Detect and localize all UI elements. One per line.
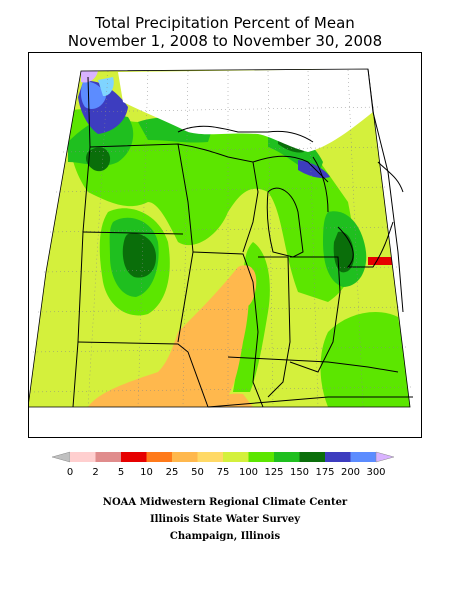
- legend-tick-label: 300: [366, 467, 385, 478]
- south-dakota-boundary: [82, 231, 184, 235]
- map-domain-outline: [28, 68, 411, 408]
- lake-erie-ontario-shore: [337, 221, 394, 268]
- tennessee-boundary: [207, 396, 413, 408]
- upper-peninsula: [252, 155, 329, 183]
- legend-swatch: [172, 452, 198, 462]
- credit-survey: Illinois State Water Survey: [149, 514, 301, 525]
- legend-swatch: [299, 452, 325, 462]
- legend-tick-label: 150: [290, 467, 309, 478]
- region-125-150-west: [122, 233, 156, 278]
- legend-swatch: [70, 452, 96, 462]
- legend-tick-label: 5: [118, 467, 124, 478]
- region-25-50-south: [88, 267, 249, 407]
- legend-end-high: [375, 451, 395, 463]
- legend-swatch: [350, 452, 376, 462]
- legend-end-low: [51, 451, 71, 463]
- map-date-range: November 1, 2008 to November 30, 2008: [67, 32, 383, 50]
- legend-tick-label: 0: [67, 467, 73, 478]
- legend-tick-label: 2: [92, 467, 98, 478]
- outside-area-north: [118, 69, 373, 152]
- legend-swatch: [325, 452, 351, 462]
- wisconsin-boundary: [177, 143, 259, 253]
- lower-michigan-outline: [266, 187, 304, 258]
- legend-tick-label: 75: [217, 467, 230, 478]
- legend-swatch: [121, 452, 147, 462]
- region-25-50-illinois: [238, 265, 257, 308]
- region-75-100-southeast: [320, 312, 410, 407]
- minnesota-iowa-boundary: [89, 143, 194, 343]
- region-200-300-northwest: [98, 77, 114, 97]
- precipitation-fields: [28, 69, 410, 407]
- legend-swatch: [146, 452, 172, 462]
- legend-tick-label: 10: [140, 467, 153, 478]
- ontario-lines: [377, 161, 404, 193]
- region-gt300-northwest: [81, 71, 98, 83]
- region-75-100-north: [67, 109, 354, 302]
- legend-swatch: [95, 452, 121, 462]
- precipitation-map: [28, 52, 422, 438]
- lake-huron-shore: [312, 156, 329, 213]
- legend-tick-labels: 0 2 5 10 25 50 75 100 125 150 175 200 300: [67, 467, 386, 478]
- legend-swatches: [51, 451, 395, 463]
- ohio-boundary: [289, 256, 341, 373]
- legend-swatch: [248, 452, 274, 462]
- credit-location: Champaign, Illinois: [169, 531, 281, 542]
- legend-swatch: [223, 452, 249, 462]
- kentucky-boundary: [227, 356, 399, 373]
- lake-superior-shore: [177, 125, 314, 143]
- graticule: [29, 69, 412, 408]
- missouri-boundary: [77, 341, 209, 408]
- illinois-boundary: [192, 251, 264, 408]
- map-frame-border: [28, 52, 422, 438]
- legend-swatch: [197, 452, 223, 462]
- legend-tick-label: 125: [264, 467, 283, 478]
- legend-swatch: [274, 452, 300, 462]
- legend-tick-label: 200: [341, 467, 360, 478]
- map-title: Total Precipitation Percent of Mean: [95, 14, 355, 32]
- credit-organization: NOAA Midwestern Regional Climate Center: [102, 497, 348, 508]
- indiana-boundary: [258, 256, 291, 398]
- legend-tick-label: 175: [315, 467, 334, 478]
- region-5-10-ohio: [368, 257, 398, 265]
- region-175-200-northwest: [80, 81, 106, 109]
- legend-tick-label: 25: [166, 467, 179, 478]
- color-legend: 0 2 5 10 25 50 75 100 125 150 175 200 300: [51, 451, 395, 478]
- legend-tick-label: 100: [239, 467, 258, 478]
- region-100-125-northwest: [68, 115, 134, 166]
- region-25-50-south-edge: [208, 393, 253, 407]
- legend-tick-label: 50: [191, 467, 204, 478]
- region-75-100-central: [233, 242, 270, 392]
- region-125-150-northwest: [86, 147, 111, 172]
